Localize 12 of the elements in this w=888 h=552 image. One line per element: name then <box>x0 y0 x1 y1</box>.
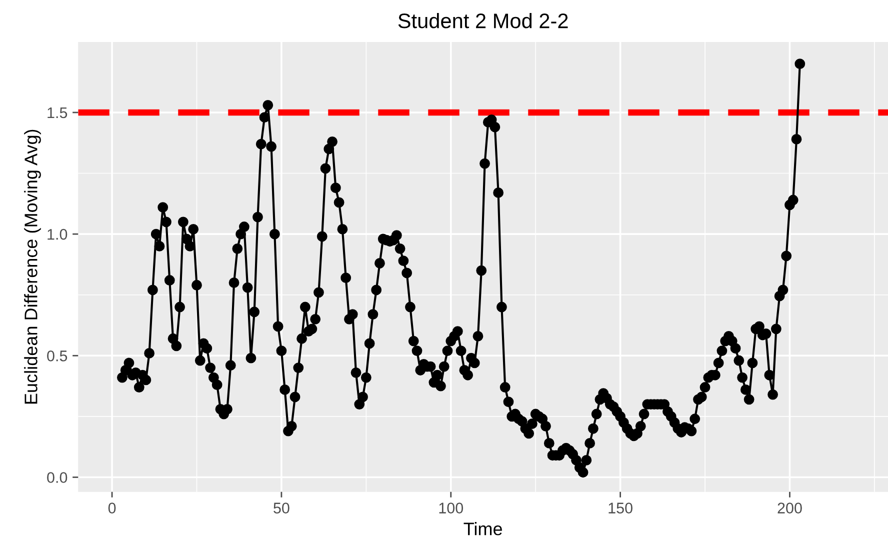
y-tick-label: 0.5 <box>47 350 68 362</box>
x-tick-label: 50 <box>274 502 290 514</box>
y-axis-title: Euclidean Difference (Moving Avg) <box>24 130 41 404</box>
x-tick-label: 0 <box>108 502 116 514</box>
y-tick-label: 0.0 <box>47 472 68 483</box>
x-tick-label: 100 <box>439 502 464 514</box>
x-axis-title: Time <box>464 522 502 536</box>
x-tick-label: 200 <box>778 502 802 514</box>
chart-title: Student 2 Mod 2-2 <box>398 12 568 28</box>
y-tick-label: 1.5 <box>48 108 68 118</box>
y-tick-label: 1.0 <box>48 228 68 240</box>
x-tick-label: 150 <box>608 502 632 514</box>
